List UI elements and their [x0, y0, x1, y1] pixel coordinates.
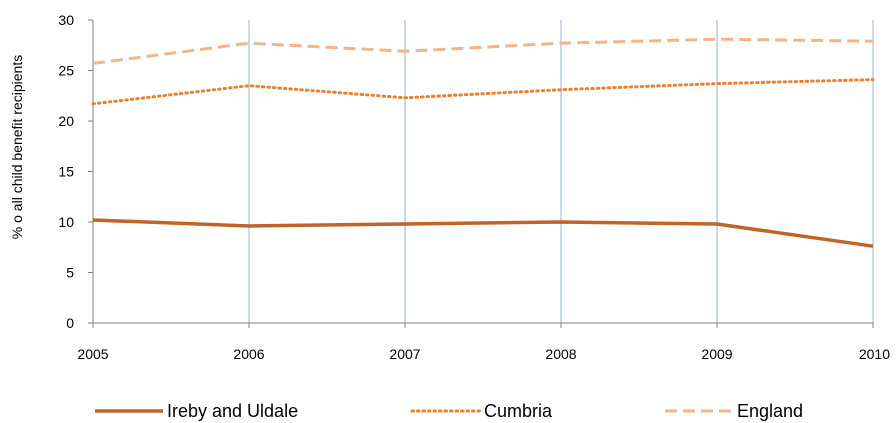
series-line-ireby-and-uldale	[92, 218, 874, 248]
x-tick-label-2005: 2005	[77, 346, 108, 362]
x-tick-label-2010: 2010	[859, 346, 890, 362]
y-tick-label-15: 15	[58, 164, 74, 180]
x-tick-label-2008: 2008	[545, 346, 576, 362]
series-line-england	[92, 37, 874, 65]
y-tick-label-20: 20	[58, 113, 74, 129]
legend: Ireby and Uldale Cumbria England	[95, 401, 803, 421]
y-tick-label-30: 30	[58, 12, 74, 28]
y-tick-label-10: 10	[58, 214, 74, 230]
y-tick-label-5: 5	[66, 265, 74, 281]
y-tick-label-0: 0	[66, 315, 74, 331]
legend-label-cumbria: Cumbria	[484, 401, 553, 421]
series-lines	[91, 37, 875, 248]
legend-label-ireby-and-uldale: Ireby and Uldale	[167, 401, 298, 421]
y-axis-label: % o all child benefit recipients	[9, 55, 25, 239]
x-tick-label-2009: 2009	[701, 346, 732, 362]
x-axis: 2005 2006 2007 2008 2009 2010	[77, 322, 890, 362]
series-line-cumbria	[91, 78, 875, 106]
y-tick-label-25: 25	[58, 63, 74, 79]
x-tick-label-2007: 2007	[389, 346, 420, 362]
y-axis: 0 5 10 15 20 25 30	[58, 12, 94, 331]
x-tick-label-2006: 2006	[233, 346, 264, 362]
vertical-gridlines	[248, 20, 874, 323]
legend-label-england: England	[737, 401, 803, 421]
